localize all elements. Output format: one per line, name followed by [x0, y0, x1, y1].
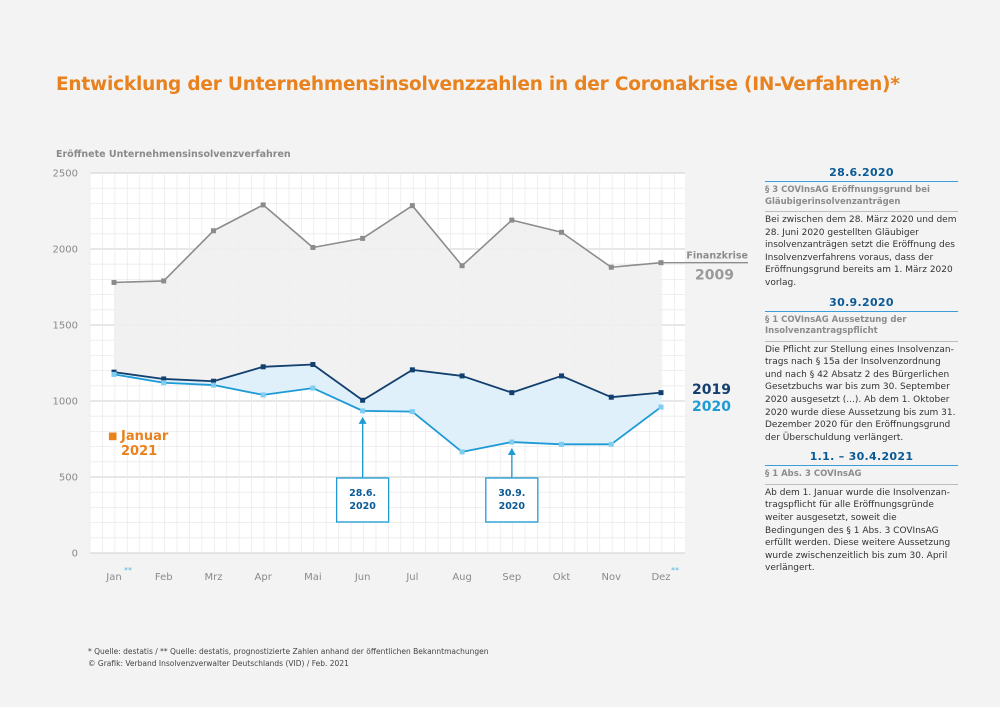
data-point-2020 — [310, 385, 316, 391]
x-tick-label: Feb — [155, 572, 173, 583]
note-subtitle: § 1 Abs. 3 COVInsAG — [765, 466, 958, 485]
legal-notes-panel: 28.6.2020 § 3 COVInsAG Eröffnungsgrund b… — [765, 166, 958, 581]
x-tick-label: Dez — [651, 572, 670, 583]
note-date: 1.1. – 30.4.2021 — [765, 450, 958, 467]
source-note: * Quelle: destatis / ** Quelle: destatis… — [88, 647, 489, 656]
data-point-2020 — [161, 380, 167, 386]
note-subtitle: § 1 COVInsAG Aussetzung der Insolvenz­an… — [765, 312, 958, 342]
y-axis-title: Eröffnete Unternehmensinsolvenzverfahren — [56, 149, 291, 160]
callout-arrow-head — [358, 416, 367, 424]
note-text: Bei zwischen dem 28. März 2020 und dem 2… — [765, 215, 957, 288]
data-point-2020 — [559, 441, 565, 447]
series-label-2009: 2009 — [695, 268, 734, 284]
data-point-2020 — [409, 409, 415, 415]
y-tick-label: 1000 — [53, 397, 78, 408]
note-block-3: 1.1. – 30.4.2021 § 1 Abs. 3 COVInsAG Ab … — [765, 450, 958, 581]
series-label-prefix: Finanzkrise — [686, 251, 748, 262]
x-tick-label: Okt — [553, 572, 571, 583]
data-point-2019 — [509, 390, 515, 396]
data-point-2009 — [360, 235, 366, 241]
note-block-2: 30.9.2020 § 1 COVInsAG Aussetzung der In… — [765, 296, 958, 451]
note-date: 28.6.2020 — [765, 166, 958, 182]
data-point-2009 — [111, 279, 117, 285]
y-tick-label: 500 — [59, 473, 78, 484]
data-point-2020 — [658, 404, 664, 410]
series-line-2009 — [113, 204, 662, 284]
data-point-2020 — [111, 371, 117, 377]
series-line-2020 — [113, 373, 662, 453]
data-point-2009 — [310, 244, 316, 250]
x-tick-marker: ** — [671, 566, 679, 575]
data-point-2019 — [260, 364, 266, 370]
data-point-2019 — [360, 397, 366, 403]
data-point-2019 — [658, 390, 664, 396]
data-point-2009 — [409, 203, 415, 209]
data-point-2009 — [210, 228, 216, 234]
x-tick-label: Mrz — [204, 572, 222, 583]
data-point-2020 — [509, 439, 515, 445]
y-tick-label: 2500 — [53, 169, 78, 180]
data-point-2009 — [161, 278, 167, 284]
x-tick-label: Mai — [304, 572, 322, 583]
data-point-2020 — [459, 449, 465, 455]
callout-label: 28.6. — [349, 488, 376, 499]
callout-label: 30.9. — [498, 488, 525, 499]
data-point-2020 — [608, 441, 614, 447]
data-point-2009 — [559, 229, 565, 235]
area-2009-2019 — [114, 204, 661, 401]
data-point-2019 — [459, 373, 465, 379]
data-point-2009 — [608, 264, 614, 270]
data-point-2019 — [161, 376, 167, 382]
callout-label: 2020 — [349, 501, 376, 512]
x-tick-label: Jan — [105, 572, 121, 583]
x-tick-label: Jul — [405, 572, 418, 583]
data-point-2020 — [260, 392, 266, 398]
callout-label: 2020 — [499, 501, 526, 512]
chart-title: Entwicklung der Unternehmensinsolvenzzah… — [56, 74, 900, 95]
x-tick-label: Apr — [255, 572, 273, 583]
y-tick-label: 2000 — [53, 245, 78, 256]
data-point-2019 — [608, 394, 614, 400]
data-point-2019 — [559, 373, 565, 379]
x-tick-label: Jun — [354, 572, 371, 583]
note-date: 30.9.2020 — [765, 296, 958, 312]
y-tick-label: 0 — [72, 549, 78, 560]
januar-2021-symbol: ■ — [108, 431, 117, 442]
data-point-2020 — [360, 408, 366, 414]
januar-2021-year: 2021 — [121, 444, 157, 459]
area-2019-2020 — [114, 364, 661, 452]
x-tick-marker: ** — [124, 566, 132, 575]
januar-2021-label: Januar — [120, 429, 169, 444]
copyright-note: © Grafik: Verband Insolvenzverwalter Deu… — [88, 659, 349, 668]
data-point-2009 — [658, 260, 664, 266]
series-label-2020: 2020 — [692, 399, 731, 415]
note-text: Ab dem 1. Januar wurde die Insolvenzan­t… — [765, 487, 951, 574]
data-point-2019 — [210, 378, 216, 384]
x-tick-label: Aug — [452, 572, 472, 583]
x-tick-label: Nov — [602, 572, 622, 583]
footnotes: * Quelle: destatis / ** Quelle: destatis… — [88, 646, 489, 670]
data-point-2009 — [260, 202, 266, 208]
data-point-2009 — [509, 217, 515, 223]
series-label-2019: 2019 — [692, 382, 731, 398]
data-point-2020 — [210, 382, 216, 388]
note-block-1: 28.6.2020 § 3 COVInsAG Eröffnungsgrund b… — [765, 166, 958, 296]
data-point-2009 — [459, 263, 465, 269]
series-line-2019 — [113, 363, 662, 402]
data-point-2019 — [310, 362, 316, 368]
note-subtitle: § 3 COVInsAG Eröffnungsgrund bei Gläubig… — [765, 182, 958, 212]
callout-box — [335, 477, 390, 523]
data-point-2019 — [409, 367, 415, 373]
callout-arrow-head — [507, 448, 516, 456]
callout-box — [485, 477, 539, 523]
x-tick-label: Sep — [502, 572, 521, 583]
y-tick-label: 1500 — [53, 321, 78, 332]
note-text: Die Pflicht zur Stellung eines Insolvenz… — [765, 344, 956, 443]
